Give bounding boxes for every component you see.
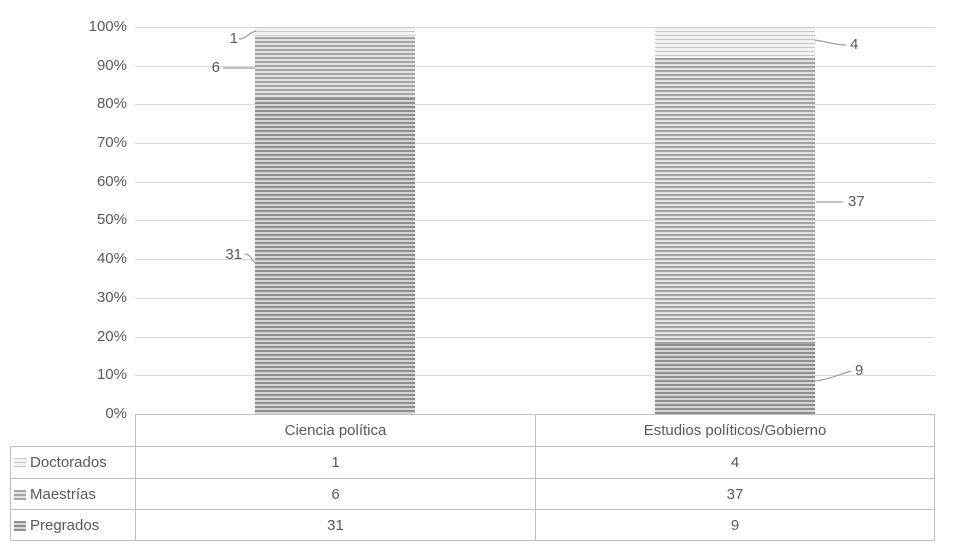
table-border-row1 (10, 446, 935, 447)
y-axis-tick: 90% (96, 57, 127, 74)
gridline-20 (135, 337, 935, 338)
legend-item-maestrias: Maestrías (11, 479, 135, 510)
segment-doctorados (255, 27, 415, 38)
data-label-doctorados-ciencia: 1 (229, 30, 238, 47)
gridline-10 (135, 375, 935, 376)
data-label-doctorados-estudios: 4 (850, 36, 859, 53)
segment-pregrados (655, 344, 815, 414)
gridline-90 (135, 66, 935, 67)
data-label-maestrias-ciencia: 6 (211, 59, 220, 76)
table-border-bottom (10, 540, 935, 541)
data-label-maestrias-estudios: 37 (848, 193, 865, 210)
segment-maestrias (655, 57, 815, 345)
legend-label: Doctorados (30, 454, 107, 471)
y-axis-tick: 60% (96, 173, 127, 190)
table-value-pregrados-ciencia: 31 (327, 517, 344, 534)
category-header-estudios-politicos: Estudios políticos/Gobierno (643, 422, 827, 439)
y-axis-tick: 50% (96, 211, 127, 228)
legend-item-doctorados: Doctorados (11, 447, 135, 478)
table-border-left (10, 446, 11, 541)
y-axis-tick: 0% (105, 405, 127, 422)
table-border-col2 (535, 414, 536, 541)
y-axis-tick: 30% (96, 289, 127, 306)
gridline-30 (135, 298, 935, 299)
y-axis-tick: 70% (96, 134, 127, 151)
table-value-maestrias-ciencia: 6 (331, 486, 340, 503)
legend-label: Maestrías (30, 486, 96, 503)
y-axis-tick: 100% (88, 18, 127, 35)
table-border-row2 (10, 478, 935, 479)
plot-area (135, 27, 935, 414)
gridline-60 (135, 182, 935, 183)
table-border-row3 (10, 509, 935, 510)
segment-pregrados (255, 98, 415, 414)
table-border-col1 (135, 414, 136, 541)
legend-label: Pregrados (30, 517, 100, 534)
y-axis-tick: 40% (96, 250, 127, 267)
maestrias-pattern-swatch-icon (14, 489, 26, 500)
gridline-100 (135, 27, 935, 28)
y-axis-tick: 10% (96, 366, 127, 383)
table-value-maestrias-estudios: 37 (726, 486, 744, 503)
segment-maestrias (255, 37, 415, 99)
bar-estudios-politicos (655, 27, 815, 414)
gridline-50 (135, 220, 935, 221)
gridline-40 (135, 259, 935, 260)
table-value-pregrados-estudios: 9 (730, 517, 740, 534)
table-border-right (934, 414, 935, 541)
data-label-pregrados-estudios: 9 (855, 362, 864, 379)
y-axis-tick: 20% (96, 328, 127, 345)
gridline-70 (135, 143, 935, 144)
y-axis-tick: 80% (96, 95, 127, 112)
bar-ciencia-politica (255, 27, 415, 414)
table-value-doctorados-estudios: 4 (730, 454, 740, 471)
gridline-80 (135, 104, 935, 105)
category-header-ciencia-politica: Ciencia política (284, 422, 387, 439)
data-label-pregrados-ciencia: 31 (225, 246, 242, 263)
legend-item-pregrados: Pregrados (11, 510, 135, 541)
table-value-doctorados-ciencia: 1 (331, 454, 340, 471)
segment-doctorados (655, 27, 815, 58)
pregrados-pattern-swatch-icon (14, 520, 26, 531)
doctorados-pattern-swatch-icon (14, 457, 26, 468)
